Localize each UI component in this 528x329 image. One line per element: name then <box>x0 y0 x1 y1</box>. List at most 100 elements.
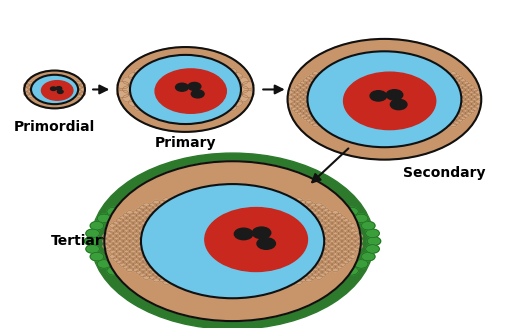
Circle shape <box>232 190 239 194</box>
Circle shape <box>262 208 269 213</box>
Circle shape <box>375 111 382 115</box>
Circle shape <box>214 86 225 93</box>
Circle shape <box>159 241 166 246</box>
Circle shape <box>399 125 406 129</box>
Circle shape <box>163 90 174 98</box>
Circle shape <box>384 128 391 132</box>
Circle shape <box>352 247 359 251</box>
Circle shape <box>176 275 183 279</box>
Circle shape <box>345 69 352 73</box>
Circle shape <box>459 83 466 87</box>
Circle shape <box>387 79 393 83</box>
Circle shape <box>441 83 448 87</box>
Circle shape <box>360 132 366 136</box>
Circle shape <box>68 88 74 91</box>
Circle shape <box>306 109 313 113</box>
Circle shape <box>299 237 306 241</box>
Circle shape <box>369 121 375 124</box>
Circle shape <box>312 90 318 94</box>
Circle shape <box>357 111 364 115</box>
Circle shape <box>472 88 477 92</box>
Circle shape <box>193 272 200 277</box>
Circle shape <box>352 231 359 236</box>
Circle shape <box>133 231 140 236</box>
Circle shape <box>312 123 318 127</box>
Circle shape <box>381 116 388 120</box>
Circle shape <box>420 118 427 122</box>
Circle shape <box>266 237 272 241</box>
Circle shape <box>239 237 246 241</box>
Circle shape <box>279 200 286 205</box>
Circle shape <box>402 81 409 85</box>
Circle shape <box>390 99 407 110</box>
Circle shape <box>299 267 306 272</box>
Circle shape <box>318 123 325 127</box>
Circle shape <box>357 102 364 106</box>
Circle shape <box>110 249 117 254</box>
Circle shape <box>246 291 259 300</box>
Circle shape <box>276 254 282 259</box>
Circle shape <box>266 231 272 236</box>
Circle shape <box>292 262 299 266</box>
Circle shape <box>348 104 355 108</box>
Circle shape <box>262 244 269 248</box>
Circle shape <box>335 254 342 259</box>
Circle shape <box>156 218 163 223</box>
Circle shape <box>259 195 266 200</box>
Circle shape <box>219 99 231 107</box>
Circle shape <box>299 257 306 261</box>
Circle shape <box>174 81 186 89</box>
Circle shape <box>342 72 348 76</box>
Circle shape <box>327 121 334 124</box>
Circle shape <box>212 200 220 205</box>
Circle shape <box>465 97 472 101</box>
Circle shape <box>276 239 282 243</box>
Circle shape <box>68 92 74 96</box>
Circle shape <box>306 118 313 122</box>
Circle shape <box>303 111 309 115</box>
Circle shape <box>246 272 253 277</box>
Circle shape <box>41 88 46 91</box>
Circle shape <box>282 280 289 285</box>
Circle shape <box>336 104 343 108</box>
Circle shape <box>402 123 409 127</box>
Circle shape <box>216 285 223 290</box>
Circle shape <box>43 86 49 89</box>
Circle shape <box>342 234 349 238</box>
Circle shape <box>190 198 196 202</box>
Circle shape <box>133 252 140 256</box>
Circle shape <box>444 100 450 104</box>
Circle shape <box>295 280 303 285</box>
Circle shape <box>384 104 391 108</box>
Circle shape <box>242 270 249 274</box>
Circle shape <box>176 270 183 274</box>
Circle shape <box>330 76 336 80</box>
Circle shape <box>305 262 313 266</box>
Circle shape <box>256 198 262 202</box>
Circle shape <box>384 86 391 89</box>
Circle shape <box>286 231 293 236</box>
Circle shape <box>306 100 313 104</box>
Circle shape <box>282 203 289 207</box>
Circle shape <box>186 272 193 277</box>
Circle shape <box>214 103 225 111</box>
Circle shape <box>219 226 226 230</box>
Circle shape <box>202 103 214 111</box>
Circle shape <box>159 247 166 251</box>
Circle shape <box>139 267 147 272</box>
Circle shape <box>60 77 66 81</box>
Circle shape <box>333 88 340 92</box>
Circle shape <box>199 200 206 205</box>
Circle shape <box>140 72 152 80</box>
Circle shape <box>146 257 153 261</box>
Circle shape <box>315 213 322 217</box>
Circle shape <box>300 86 307 89</box>
Circle shape <box>105 161 361 321</box>
Circle shape <box>239 241 246 246</box>
Circle shape <box>269 223 276 228</box>
Circle shape <box>156 213 163 217</box>
Circle shape <box>456 76 463 80</box>
Circle shape <box>423 107 430 111</box>
Circle shape <box>216 254 223 259</box>
Circle shape <box>130 55 241 124</box>
